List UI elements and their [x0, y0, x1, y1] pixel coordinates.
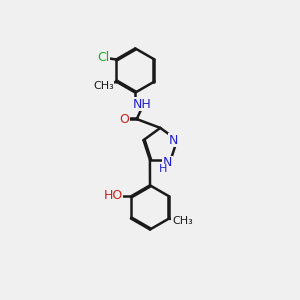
Text: CH₃: CH₃ — [93, 81, 114, 91]
Text: O: O — [119, 112, 129, 126]
Text: NH: NH — [132, 98, 151, 111]
Text: N: N — [163, 156, 172, 169]
Text: Cl: Cl — [97, 51, 109, 64]
Text: CH₃: CH₃ — [172, 216, 193, 226]
Text: N: N — [169, 134, 178, 147]
Text: H: H — [159, 164, 167, 174]
Text: HO: HO — [103, 189, 123, 202]
